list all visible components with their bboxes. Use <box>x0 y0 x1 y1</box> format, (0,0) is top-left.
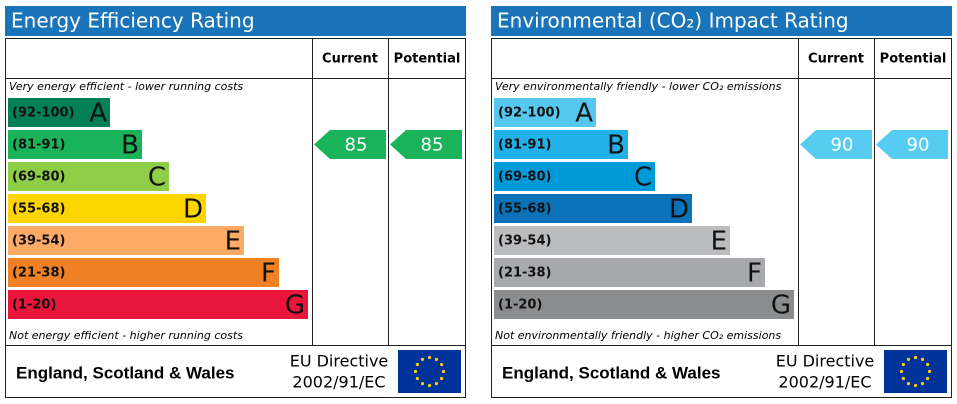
rating-arrow <box>314 130 386 159</box>
flag-star <box>434 357 439 361</box>
region: England, Scotland & Wales <box>502 363 721 382</box>
flag-star <box>427 355 432 360</box>
flag-star <box>926 376 930 381</box>
band-letter: F <box>747 259 762 289</box>
band <box>8 130 142 159</box>
band <box>8 194 206 223</box>
flag-star <box>427 383 432 388</box>
band-range: (1-20) <box>12 298 56 313</box>
flag-star <box>920 382 925 386</box>
band <box>8 258 279 287</box>
band <box>494 226 730 255</box>
flag-star <box>927 369 932 374</box>
bottom-note: Not energy efficient - higher running co… <box>9 329 243 342</box>
rating-arrow <box>876 130 948 159</box>
flag-star <box>913 355 918 360</box>
band <box>494 162 655 191</box>
band-letter: B <box>121 131 139 161</box>
top-note: Very environmentally friendly - lower CO… <box>495 80 782 93</box>
band-letter: G <box>285 291 305 321</box>
band <box>8 98 110 127</box>
frame <box>5 38 466 398</box>
band-letter: E <box>711 227 727 257</box>
band-letter: G <box>771 291 791 321</box>
band-range: (81-91) <box>498 138 551 153</box>
title-bar <box>5 6 466 36</box>
band-letter: D <box>183 195 203 225</box>
flag-star <box>420 357 425 361</box>
band <box>8 162 169 191</box>
band <box>8 290 308 319</box>
band-letter: A <box>575 99 593 129</box>
flag-star <box>913 383 918 388</box>
band-range: (69-80) <box>12 170 65 185</box>
band <box>494 130 628 159</box>
flag-star <box>440 362 444 367</box>
flag-star <box>899 369 904 374</box>
rating-value: 90 <box>907 135 930 156</box>
rating-value: 90 <box>831 135 854 156</box>
band <box>494 290 794 319</box>
band-letter: F <box>261 259 276 289</box>
band-range: (39-54) <box>12 234 65 249</box>
bottom-note: Not environmentally friendly - higher CO… <box>495 329 781 342</box>
directive: 2002/91/EC <box>778 373 871 392</box>
band-range: (92-100) <box>498 106 561 121</box>
band-range: (21-38) <box>12 266 65 281</box>
band <box>494 258 765 287</box>
directive: EU Directive <box>290 352 389 371</box>
panel-title: Energy Efficiency Rating <box>11 9 255 33</box>
flag-star <box>415 376 419 381</box>
flag-star <box>441 369 446 374</box>
band <box>494 98 596 127</box>
flag-star <box>901 376 905 381</box>
flag-star <box>440 376 444 381</box>
band-range: (81-91) <box>12 138 65 153</box>
column-header: Current <box>322 52 378 67</box>
panel-title: Environmental (CO₂) Impact Rating <box>497 9 849 33</box>
title-bar <box>491 6 952 36</box>
frame <box>491 38 952 398</box>
band-range: (69-80) <box>498 170 551 185</box>
column-header: Current <box>808 52 864 67</box>
rating-arrow <box>800 130 872 159</box>
column-header: Potential <box>880 52 947 67</box>
band-letter: E <box>225 227 241 257</box>
band-letter: C <box>634 163 652 193</box>
flag-star <box>906 357 911 361</box>
region: England, Scotland & Wales <box>16 363 235 382</box>
band-range: (92-100) <box>12 106 75 121</box>
band-letter: A <box>89 99 107 129</box>
rating-value: 85 <box>421 135 444 156</box>
band <box>494 194 692 223</box>
directive: EU Directive <box>776 352 875 371</box>
band <box>8 226 244 255</box>
flag-star <box>926 362 930 367</box>
band-range: (39-54) <box>498 234 551 249</box>
top-note: Very energy efficient - lower running co… <box>9 80 243 93</box>
flag-star <box>906 382 911 386</box>
rating-value: 85 <box>345 135 368 156</box>
band-range: (55-68) <box>12 202 65 217</box>
band-range: (21-38) <box>498 266 551 281</box>
flag-star <box>415 362 419 367</box>
band-range: (55-68) <box>498 202 551 217</box>
band-range: (1-20) <box>498 298 542 313</box>
band-letter: B <box>607 131 625 161</box>
flag-star <box>420 382 425 386</box>
directive: 2002/91/EC <box>292 373 385 392</box>
flag-star <box>920 357 925 361</box>
flag-star <box>434 382 439 386</box>
rating-arrow <box>390 130 462 159</box>
column-header: Potential <box>394 52 461 67</box>
flag-star <box>901 362 905 367</box>
band-letter: D <box>669 195 689 225</box>
band-letter: C <box>148 163 166 193</box>
flag-star <box>413 369 418 374</box>
